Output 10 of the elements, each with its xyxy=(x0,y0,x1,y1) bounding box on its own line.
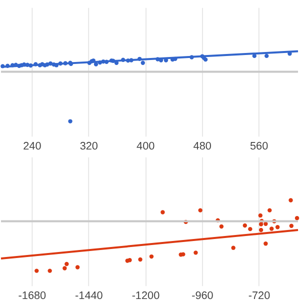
x-tick-label: -1680 xyxy=(18,290,46,300)
x-tick-label: -1200 xyxy=(132,290,160,300)
x-tick-label: 400 xyxy=(136,140,155,153)
x-tick-label: 240 xyxy=(23,140,42,153)
x-tick-label: -960 xyxy=(192,290,214,300)
x-tick-label: -720 xyxy=(248,290,270,300)
x-tick-label: 320 xyxy=(80,140,98,153)
x-tick-label: 480 xyxy=(193,140,212,153)
x-tick-label: -1440 xyxy=(75,290,103,300)
x-tick-label: 560 xyxy=(250,140,268,153)
